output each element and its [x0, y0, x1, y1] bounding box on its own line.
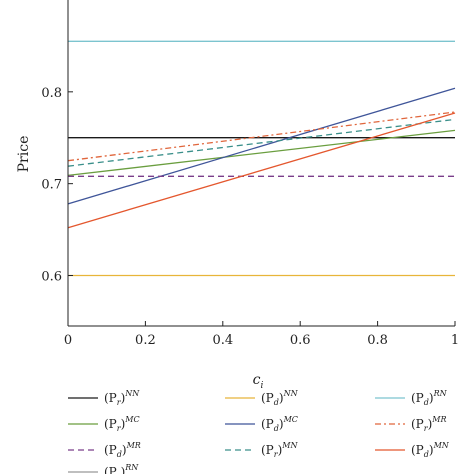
legend-label: (Pd)MC [261, 415, 298, 433]
legend-label-sup: MR [431, 415, 446, 424]
y-tick-label: 0.6 [41, 269, 62, 284]
series-line-pd-mc [67, 87, 456, 205]
legend-label-close: ) [428, 417, 433, 431]
legend-label-close: ) [278, 443, 283, 457]
legend-item-pd-mc: (Pd)MC [225, 415, 298, 433]
legend-label: (Pd)NN [261, 389, 299, 407]
legend-label-base: (P [411, 443, 424, 457]
legend-label-base: (P [104, 465, 117, 474]
legend-label-sub: d [117, 450, 122, 459]
legend-label-sub: r [117, 398, 122, 407]
legend-label-sup: RN [433, 389, 448, 398]
legend-label-close: ) [279, 417, 284, 431]
series-line-pr-mr [67, 111, 456, 162]
legend-label-close: ) [121, 417, 126, 431]
legend-label: (Pr)MR [411, 415, 447, 433]
legend-label-sub: r [424, 424, 429, 433]
series-line-pd-mn [67, 112, 456, 229]
legend-item-pd-mn: (Pd)MN [375, 441, 450, 459]
series-line-pr-mc [67, 129, 456, 177]
legend-label-base: (P [261, 417, 274, 431]
x-axis-title: ci [253, 372, 264, 391]
y-tick-label: 0.8 [41, 86, 62, 101]
legend-label-sub: r [117, 472, 122, 474]
legend-label-close: ) [429, 391, 434, 405]
legend-item-pr-nn: (Pr)NN [68, 389, 140, 407]
legend-label: (Pd)MN [411, 441, 450, 459]
legend-label-close: ) [122, 443, 127, 457]
legend-label-sup: RN [124, 463, 139, 472]
x-axis-title-main: c [253, 372, 261, 388]
x-tick-label: 0.6 [290, 333, 311, 348]
legend-item-pr-mr: (Pr)MR [375, 415, 447, 433]
legend-label-sub: r [117, 424, 122, 433]
legend-label: (Pr)MC [104, 415, 140, 433]
legend-label-base: (P [411, 391, 424, 405]
legend-item-pd-nn: (Pd)NN [225, 389, 299, 407]
x-tick-label: 0.4 [212, 333, 233, 348]
legend-label-base: (P [261, 443, 274, 457]
axes [67, 0, 455, 327]
x-axis-title-sub: i [260, 381, 263, 391]
legend-label-close: ) [121, 465, 126, 474]
x-tick-label: 0.8 [367, 333, 388, 348]
legend-label-base: (P [104, 417, 117, 431]
legend-item-pr-rn: (Pr)RN [68, 463, 139, 474]
x-tick-label: 0 [64, 333, 72, 348]
legend-label-sub: d [274, 398, 279, 407]
legend-label: (Pd)MR [104, 441, 141, 459]
x-tick-label: 1 [451, 333, 459, 348]
legend-label-close: ) [121, 391, 126, 405]
legend-label: (Pd)RN [411, 389, 448, 407]
legend-label-sup: MN [433, 441, 450, 450]
legend-item-pd-mr: (Pd)MR [68, 441, 141, 459]
legend-label-close: ) [429, 443, 434, 457]
plot-lines [67, 40, 456, 277]
legend: (Pr)NN (Pd)NN (Pd)RN(Pr)MC (Pd)MC (Pr)MR(Pd)… [68, 389, 450, 474]
legend-label-sup: MN [281, 441, 298, 450]
legend-label-base: (P [104, 391, 117, 405]
legend-label-sub: d [424, 450, 429, 459]
legend-item-pr-mc: (Pr)MC [68, 415, 140, 433]
legend-label-sup: NN [124, 389, 140, 398]
legend-label-sub: r [274, 450, 279, 459]
legend-label-sup: NN [283, 389, 299, 398]
legend-label: (Pr)MN [261, 441, 298, 459]
legend-label-sub: d [274, 424, 279, 433]
legend-item-pd-rn: (Pd)RN [375, 389, 448, 407]
legend-label-close: ) [279, 391, 284, 405]
y-tick-label: 0.7 [41, 178, 62, 193]
legend-label: (Pr)NN [104, 389, 140, 407]
y-ticks: 0.6 0.7 0.8 [41, 86, 73, 284]
y-axis-title: Price [16, 136, 32, 173]
legend-label-sup: MR [126, 441, 141, 450]
legend-label-base: (P [104, 443, 117, 457]
legend-label-sup: MC [283, 415, 298, 424]
legend-label-base: (P [411, 417, 424, 431]
legend-label-sub: d [424, 398, 429, 407]
legend-label-sup: MC [124, 415, 139, 424]
legend-item-pr-mn: (Pr)MN [225, 441, 298, 459]
legend-label: (Pr)RN [104, 463, 139, 474]
x-ticks: 0 0.2 0.4 0.6 0.8 1 [64, 321, 459, 348]
series-line-pr-mn [67, 118, 456, 167]
x-tick-label: 0.2 [135, 333, 156, 348]
legend-label-base: (P [261, 391, 274, 405]
